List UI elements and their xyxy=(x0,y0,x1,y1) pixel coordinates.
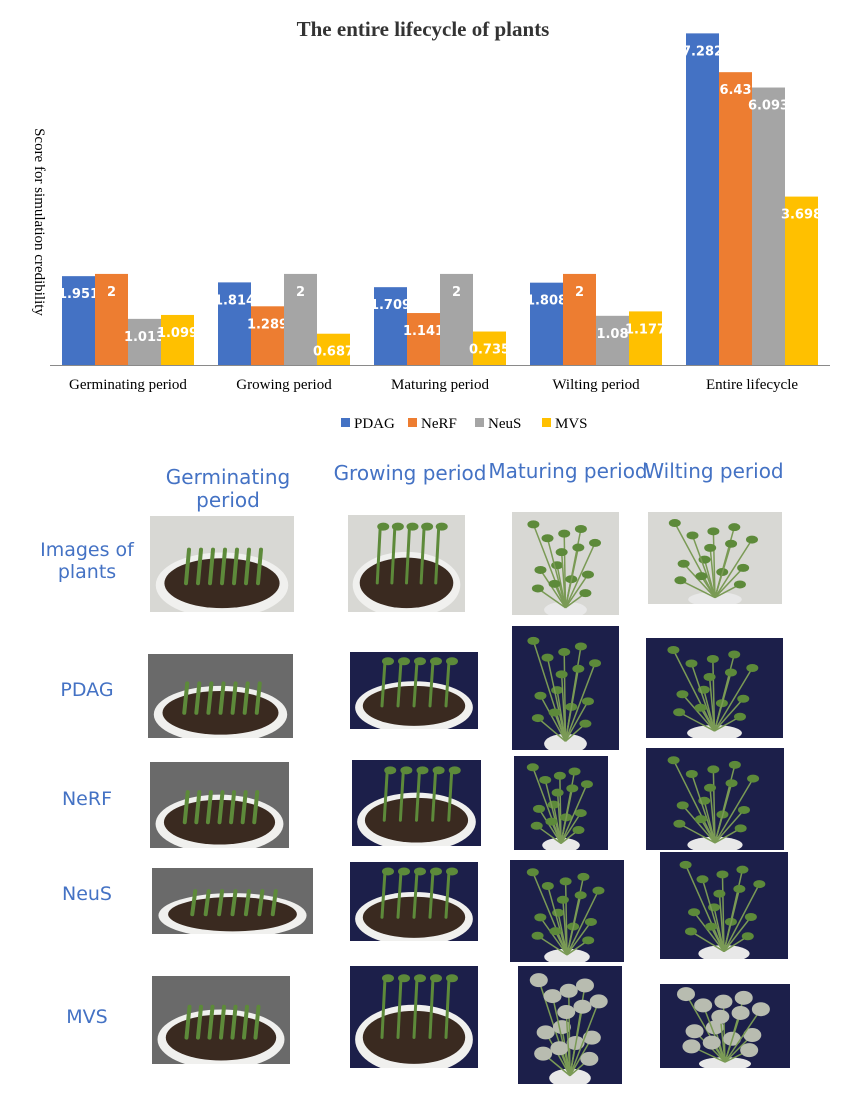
row-label-mvs: MVS xyxy=(66,1006,108,1028)
bar-mvs-germinating-period xyxy=(161,314,194,365)
thumbnail-pdag-germinating-period xyxy=(148,654,293,738)
bar-neus-wilting-period xyxy=(596,315,629,365)
data-label-mvs-germinating-period: 1.099 xyxy=(157,326,198,341)
thumbnail-images-of-plants-growing-period xyxy=(348,515,465,612)
y-axis-label: Score for simulation credibility xyxy=(31,128,47,316)
bar-neus-growing-period xyxy=(284,273,317,365)
data-label-nerf-germinating-period: 2 xyxy=(107,285,116,300)
bar-nerf-wilting-period xyxy=(563,273,596,365)
thumbnail-nerf-germinating-period xyxy=(150,762,289,848)
data-label-nerf-maturing-period: 1.141 xyxy=(403,324,444,339)
bar-neus-maturing-period xyxy=(440,273,473,365)
legend-label-neus: NeuS xyxy=(488,416,521,432)
bar-nerf-growing-period xyxy=(251,306,284,365)
x-tick-label-maturing-period: Maturing period xyxy=(391,377,489,393)
chart-svg: The entire lifecycle of plants Score for … xyxy=(31,17,830,432)
row-label-pdag: PDAG xyxy=(60,679,114,701)
thumbnail-nerf-wilting-period xyxy=(646,748,784,850)
thumbnail-nerf-growing-period xyxy=(352,760,481,846)
thumbnail-neus-maturing-period xyxy=(510,860,624,962)
row-label-nerf: NeRF xyxy=(61,788,113,810)
data-label-pdag-growing-period: 1.814 xyxy=(214,293,255,308)
data-label-mvs-maturing-period: 0.735 xyxy=(469,343,510,358)
data-label-mvs-wilting-period: 1.177 xyxy=(625,322,666,337)
bar-mvs-growing-period xyxy=(317,333,350,365)
legend-swatch-pdag xyxy=(341,418,350,427)
row-label-neus: NeuS xyxy=(61,883,112,905)
bar-neus-entire-lifecycle xyxy=(752,87,785,365)
column-label-maturing-period: Maturing period xyxy=(488,459,648,483)
data-label-neus-entire-lifecycle: 6.093 xyxy=(748,99,789,114)
thumbnail-mvs-maturing-period xyxy=(518,966,622,1084)
legend-swatch-mvs xyxy=(542,418,551,427)
thumbnail-nerf-maturing-period xyxy=(514,756,608,850)
bar-nerf-maturing-period xyxy=(407,313,440,365)
bar-pdag-wilting-period xyxy=(530,282,563,365)
bar-pdag-growing-period xyxy=(218,282,251,365)
data-label-pdag-germinating-period: 1.951 xyxy=(58,287,99,302)
data-label-neus-wilting-period: 1.08 xyxy=(596,327,628,342)
data-label-nerf-wilting-period: 2 xyxy=(575,285,584,300)
data-label-neus-maturing-period: 2 xyxy=(452,285,461,300)
thumbnail-pdag-wilting-period xyxy=(646,638,783,738)
x-tick-label-wilting-period: Wilting period xyxy=(552,377,640,393)
legend-label-nerf: NeRF xyxy=(421,416,457,432)
column-label-wilting-period: Wilting period xyxy=(644,459,784,483)
thumbnail-mvs-germinating-period xyxy=(152,976,290,1064)
chart-title: The entire lifecycle of plants xyxy=(297,17,550,41)
bar-pdag-germinating-period xyxy=(62,276,95,365)
x-tick-label-growing-period: Growing period xyxy=(236,377,332,393)
legend-swatch-nerf xyxy=(408,418,417,427)
bar-nerf-entire-lifecycle xyxy=(719,72,752,366)
data-label-nerf-growing-period: 1.289 xyxy=(247,317,288,332)
data-label-neus-growing-period: 2 xyxy=(296,285,305,300)
thumbnail-mvs-wilting-period xyxy=(660,984,790,1068)
thumbnail-mvs-growing-period xyxy=(350,966,478,1068)
data-label-mvs-entire-lifecycle: 3.698 xyxy=(781,208,822,223)
column-label-germinating-period: Germinating period xyxy=(165,465,291,512)
thumbnail-neus-wilting-period xyxy=(660,852,788,959)
bar-pdag-entire-lifecycle xyxy=(686,33,719,366)
bar-mvs-wilting-period xyxy=(629,311,662,365)
thumbnail-neus-growing-period xyxy=(350,862,478,941)
column-label-growing-period: Growing period xyxy=(333,461,487,485)
bar-neus-germinating-period xyxy=(128,318,161,365)
bar-mvs-maturing-period xyxy=(473,331,506,365)
data-label-nerf-entire-lifecycle: 6.43 xyxy=(719,83,751,98)
legend-swatch-neus xyxy=(475,418,484,427)
data-label-mvs-growing-period: 0.687 xyxy=(313,345,354,360)
thumbnail-images-of-plants-wilting-period xyxy=(648,512,782,604)
thumbnail-neus-germinating-period xyxy=(152,868,313,934)
x-tick-label-germinating-period: Germinating period xyxy=(69,377,187,393)
row-label-images-of-plants: Images of plants xyxy=(40,539,134,583)
data-label-neus-germinating-period: 1.013 xyxy=(124,330,165,345)
bar-mvs-entire-lifecycle xyxy=(785,196,818,365)
thumbnail-images-of-plants-maturing-period xyxy=(512,512,619,615)
bar-pdag-maturing-period xyxy=(374,287,407,365)
bar-chart: The entire lifecycle of plants Score for … xyxy=(0,0,846,440)
data-label-pdag-wilting-period: 1.808 xyxy=(526,294,567,309)
thumbnail-pdag-growing-period xyxy=(350,652,478,729)
legend-label-pdag: PDAG xyxy=(354,416,395,432)
data-label-pdag-maturing-period: 1.709 xyxy=(370,298,411,313)
data-label-pdag-entire-lifecycle: 7.282 xyxy=(682,44,723,59)
thumbnail-images-of-plants-germinating-period xyxy=(150,516,294,612)
thumbnail-pdag-maturing-period xyxy=(512,626,619,750)
bar-nerf-germinating-period xyxy=(95,273,128,365)
legend-label-mvs: MVS xyxy=(555,416,588,432)
x-tick-label-entire-lifecycle: Entire lifecycle xyxy=(706,377,798,393)
